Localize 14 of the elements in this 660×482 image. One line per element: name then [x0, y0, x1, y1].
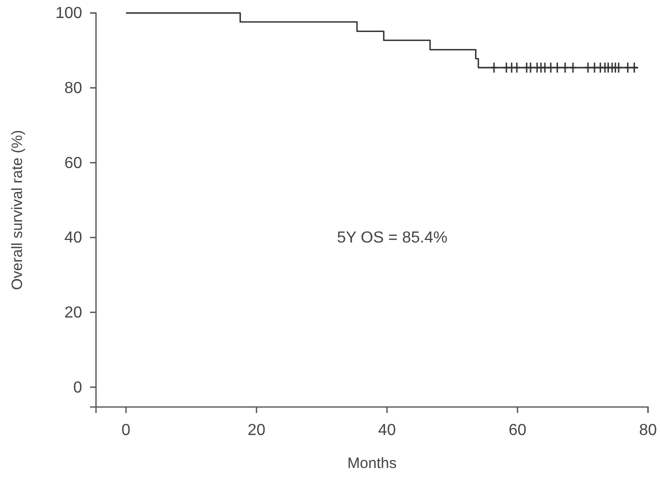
x-axis-title: Months — [347, 455, 397, 472]
x-tick-label: 60 — [508, 422, 527, 440]
y-tick-label: 60 — [64, 154, 82, 172]
y-tick-label: 80 — [64, 80, 82, 97]
y-tick-label: 40 — [64, 230, 82, 247]
y-tick-label: 100 — [55, 5, 82, 22]
x-tick-label: 40 — [378, 422, 396, 440]
annotation: 5Y OS = 85.4% — [337, 230, 448, 247]
x-tick-label: 0 — [122, 422, 131, 440]
y-tick-label: 0 — [73, 379, 82, 396]
y-tick-label: 20 — [64, 304, 82, 322]
y-axis-title: Overall survival rate (%) — [9, 130, 26, 290]
x-tick-label: 80 — [639, 422, 657, 440]
x-tick-label: 20 — [248, 422, 266, 440]
